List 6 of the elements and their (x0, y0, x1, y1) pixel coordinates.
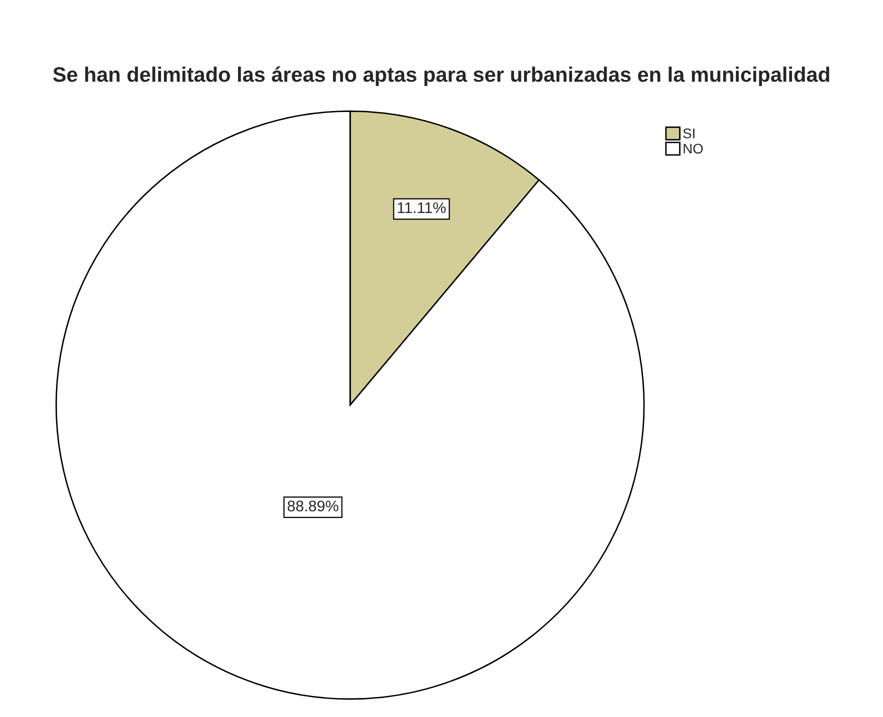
data-label: 11.11% (398, 202, 446, 214)
data-label: 88.89% (288, 500, 338, 512)
legend-label: NO (684, 144, 703, 154)
pie-slice (56, 110, 645, 700)
chart-title: Se han delimitado las áreas no aptas para ser urbanizadas en la municipalidad (53, 66, 830, 86)
legend-label: SI (683, 128, 694, 138)
